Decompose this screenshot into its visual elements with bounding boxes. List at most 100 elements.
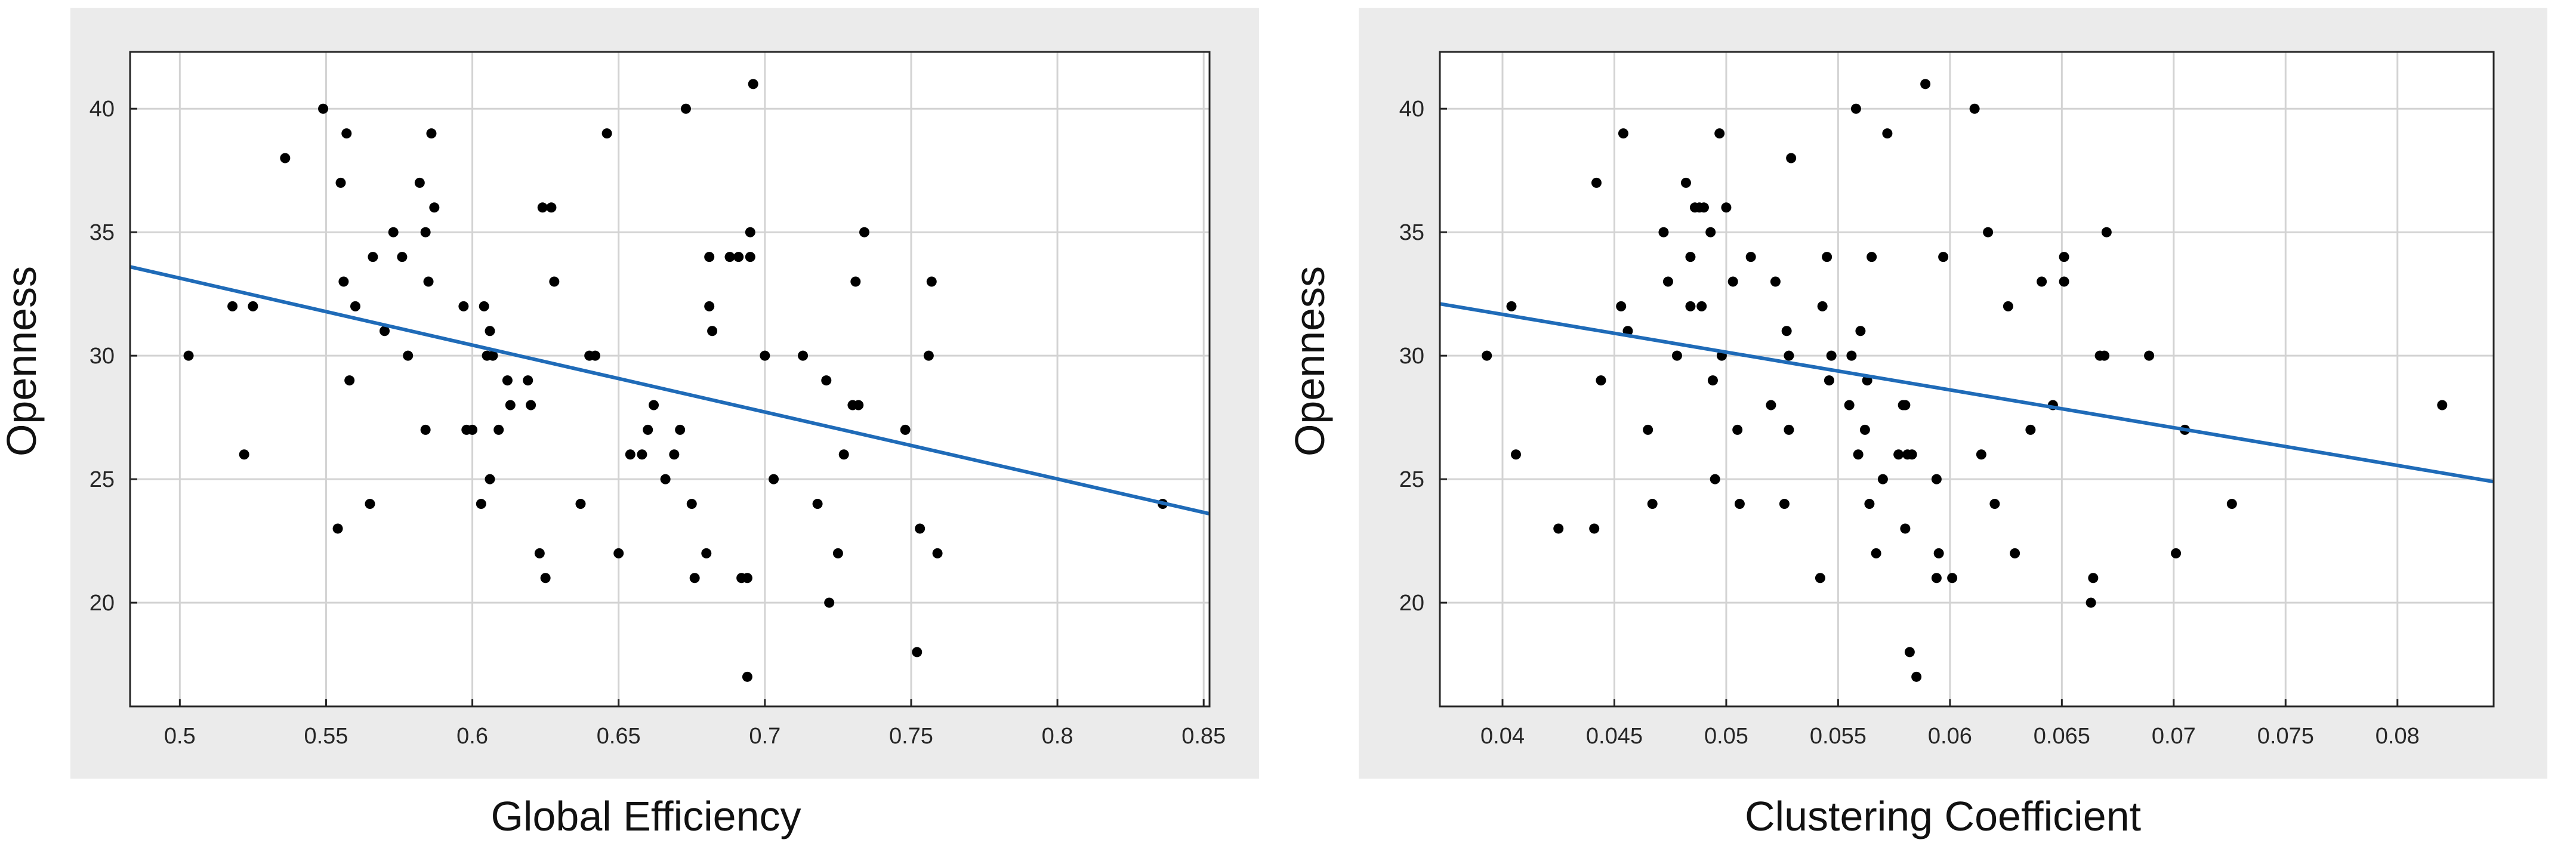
data-point	[546, 202, 557, 213]
data-point	[1506, 301, 1517, 311]
data-point	[1826, 350, 1837, 361]
data-point	[1900, 400, 1911, 410]
data-point	[403, 350, 414, 361]
data-point	[1947, 573, 1958, 584]
data-point	[1846, 350, 1857, 361]
data-point	[502, 375, 513, 386]
data-point	[701, 548, 712, 558]
plot-area	[1440, 52, 2494, 706]
data-point	[760, 350, 770, 361]
data-point	[724, 252, 735, 263]
x-tick-label: 0.65	[597, 724, 641, 749]
data-point	[745, 227, 755, 237]
data-point	[686, 499, 697, 510]
x-tick-label: 0.075	[2257, 724, 2314, 749]
data-point	[1647, 499, 1658, 510]
x-axis-label: Global Efficiency	[490, 793, 801, 839]
data-point	[1745, 252, 1756, 263]
data-point	[932, 548, 943, 558]
data-point	[1855, 326, 1866, 337]
x-tick-label: 0.06	[1928, 724, 1972, 749]
data-point	[1906, 449, 1917, 460]
data-point	[675, 424, 686, 435]
data-point	[493, 424, 504, 435]
data-point	[1904, 647, 1915, 657]
data-point	[900, 424, 911, 435]
data-point	[649, 400, 659, 410]
data-point	[2059, 276, 2069, 287]
data-point	[660, 474, 671, 484]
data-point	[429, 202, 440, 213]
data-point	[380, 326, 390, 337]
x-tick-label: 0.5	[164, 724, 196, 749]
data-point	[1732, 424, 1743, 435]
data-point	[1596, 375, 1606, 386]
data-point	[2025, 424, 2036, 435]
data-point	[745, 252, 755, 263]
x-axis-label: Clustering Coefficient	[1745, 793, 2141, 839]
data-point	[2003, 301, 2013, 311]
data-point	[485, 326, 495, 337]
data-point	[420, 227, 431, 237]
data-point	[1671, 350, 1682, 361]
data-point	[1784, 424, 1794, 435]
data-point	[1696, 301, 1707, 311]
data-point	[2088, 573, 2099, 584]
plot-area	[130, 52, 1210, 706]
y-axis-label: Openness	[0, 266, 45, 456]
data-point	[537, 202, 548, 213]
data-point	[1844, 400, 1855, 410]
data-point	[669, 449, 680, 460]
data-point	[643, 424, 653, 435]
data-points	[1482, 79, 2448, 682]
data-point	[1618, 128, 1628, 139]
y-tick-label: 35	[1399, 220, 1424, 245]
data-point	[1698, 202, 1709, 213]
data-point	[335, 177, 346, 188]
scatter-panel-clustering-coefficient: 0.04 0.045 0.05 0.055 0.06 0.065 0.07 0.075 0.08…	[1288, 0, 2576, 852]
data-point	[1714, 128, 1725, 139]
data-point	[248, 301, 258, 311]
data-point	[476, 499, 486, 510]
y-tick-label: 35	[90, 220, 115, 245]
scatter-panel-global-efficiency: 0.5 0.55 0.6 0.65 0.7 0.75 0.8 0.85 20 25 30 35 40 Gl…	[0, 8, 1259, 839]
y-tick-label: 20	[90, 591, 115, 616]
data-point	[338, 276, 349, 287]
data-point	[1976, 449, 1986, 460]
data-point	[915, 523, 925, 534]
data-point	[1685, 252, 1696, 263]
data-point	[1867, 252, 1877, 263]
x-tick-label: 0.04	[1480, 724, 1525, 749]
data-point	[838, 449, 849, 460]
data-point	[1931, 573, 1942, 584]
x-tick-label: 0.055	[1810, 724, 1867, 749]
data-point	[2144, 350, 2155, 361]
data-point	[1850, 103, 1861, 114]
data-point	[1983, 227, 1994, 237]
data-point	[397, 252, 408, 263]
data-point	[748, 79, 758, 89]
regression-line	[1439, 302, 2494, 484]
data-point	[824, 597, 835, 608]
data-point	[1707, 375, 1718, 386]
data-point	[798, 350, 809, 361]
data-point	[1938, 252, 1949, 263]
data-point	[485, 474, 495, 484]
plot-border	[129, 51, 1211, 708]
data-point	[523, 375, 533, 386]
x-tick-label: 0.08	[2376, 724, 2420, 749]
data-point	[1893, 449, 1904, 460]
data-point	[467, 424, 478, 435]
data-point	[926, 276, 937, 287]
data-point	[534, 548, 545, 558]
y-tick-label: 40	[90, 97, 115, 122]
data-point	[344, 375, 355, 386]
data-point	[365, 499, 375, 510]
data-point	[1871, 548, 1881, 558]
data-point	[2059, 252, 2069, 263]
data-point	[318, 103, 329, 114]
data-point	[590, 350, 600, 361]
data-point	[1482, 350, 1492, 361]
data-point	[1510, 449, 1521, 460]
data-point	[1589, 523, 1600, 534]
